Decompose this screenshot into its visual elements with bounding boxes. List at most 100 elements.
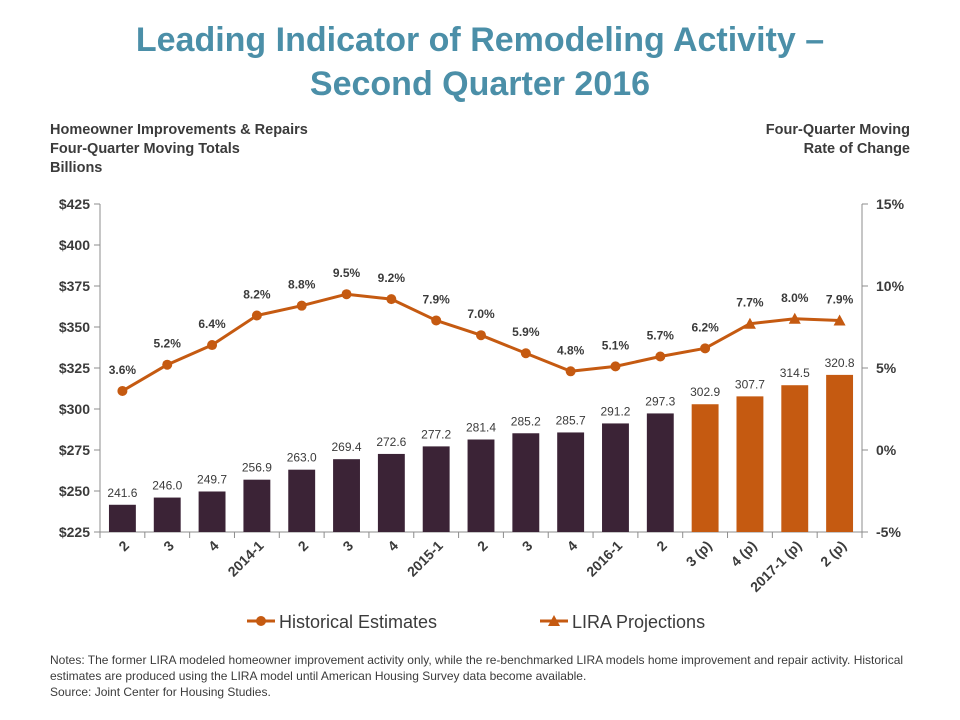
point-value-label: 4.8%: [557, 343, 585, 357]
bar: [198, 491, 226, 532]
x-tick-label: 4: [384, 537, 401, 554]
y-tick-label: $400: [59, 237, 90, 253]
bar: [243, 479, 271, 532]
legend-label: LIRA Projections: [572, 612, 705, 632]
bar: [602, 423, 629, 532]
bar-value-label: 263.0: [287, 451, 317, 465]
y-tick-label: $425: [59, 196, 90, 212]
x-tick-label: 2015-1: [404, 537, 446, 579]
x-tick-label: 4 (p): [727, 537, 759, 569]
bar-value-label: 269.4: [332, 440, 362, 454]
bar-value-label: 297.3: [645, 394, 675, 408]
point: [833, 314, 846, 326]
point-value-label: 9.2%: [378, 271, 406, 285]
point-value-label: 5.1%: [602, 338, 630, 352]
point: [655, 351, 666, 362]
x-tick-label-group: 2015-1: [404, 537, 446, 579]
point-value-label: 5.7%: [647, 329, 675, 343]
line-series: [121, 292, 706, 393]
x-tick-label-group: 3: [339, 537, 356, 554]
x-tick-label-group: 3 (p): [683, 537, 715, 569]
x-tick-label-group: 2 (p): [817, 537, 849, 569]
x-tick-label: 4: [564, 537, 581, 554]
bar: [153, 497, 181, 532]
bar-value-label: 285.2: [511, 414, 541, 428]
y-axis-label: Homeowner Improvements & Repairs Four-Qu…: [50, 121, 308, 178]
x-tick-label: 2: [295, 537, 312, 554]
x-tick-label-group: 4: [205, 537, 222, 554]
bar: [377, 453, 405, 532]
x-tick-label-group: 2: [653, 537, 670, 554]
bar-value-label: 291.2: [600, 404, 630, 418]
y2-axis-label: Four-Quarter Moving Rate of Change: [766, 121, 910, 159]
bar-value-label: 272.6: [376, 435, 406, 449]
point-value-label: 9.5%: [333, 266, 361, 280]
legend-marker: [548, 615, 560, 626]
bar: [333, 459, 360, 532]
y2-tick-label: 15%: [876, 196, 905, 212]
point: [520, 348, 531, 359]
point-value-label: 5.9%: [512, 325, 540, 339]
y-tick-label: $350: [59, 319, 90, 335]
x-tick-label-group: 2014-1: [224, 537, 266, 579]
y-axis-label-line: Four-Quarter Moving Totals: [50, 141, 240, 157]
bar: [691, 404, 719, 532]
x-tick-label-group: 4: [564, 537, 581, 554]
y2-tick-label: 5%: [876, 360, 897, 376]
x-tick-label: 2: [474, 537, 491, 554]
point: [341, 289, 352, 300]
line-series: [704, 317, 840, 350]
point: [117, 385, 128, 396]
x-tick-label-group: 2: [474, 537, 491, 554]
point: [476, 330, 486, 341]
y2-axis-label-line: Four-Quarter Moving: [765, 122, 910, 138]
point-value-label: 6.4%: [198, 317, 226, 331]
point: [743, 317, 756, 329]
bar: [557, 432, 585, 532]
x-tick-label: 3 (p): [683, 537, 715, 569]
x-tick-label: 2: [653, 537, 670, 554]
y2-axis-label-line: Rate of Change: [803, 141, 910, 157]
point-value-label: 7.7%: [736, 296, 764, 310]
bar: [826, 374, 854, 532]
y-axis-label-line: Homeowner Improvements & Repairs: [50, 122, 308, 138]
x-tick-label: 4: [205, 537, 222, 554]
bar: [736, 396, 764, 532]
x-tick-label: 3: [519, 537, 536, 554]
chart-title: Leading Indicator of Remodeling Activity…: [135, 21, 825, 103]
point-value-label: 7.0%: [467, 307, 495, 321]
point-value-label: 6.2%: [691, 320, 719, 334]
bar: [646, 413, 674, 532]
point-value-label: 8.2%: [243, 288, 271, 302]
y-axis-label-line: Billions: [50, 160, 103, 176]
source-text: Source: Joint Center for Housing Studies…: [50, 685, 271, 699]
x-tick-label: 2014-1: [224, 537, 266, 579]
x-tick-label: 3: [339, 537, 356, 554]
point-value-label: 7.9%: [826, 292, 854, 306]
bar-value-label: 281.4: [466, 421, 496, 435]
point: [431, 315, 442, 326]
point-value-label: 8.0%: [781, 291, 809, 305]
bar-value-label: 256.9: [242, 461, 272, 475]
bar-value-label: 246.0: [152, 479, 182, 493]
y2-tick-label: 10%: [876, 278, 905, 294]
bar: [467, 439, 495, 532]
point: [610, 361, 621, 372]
y-tick-label: $325: [59, 360, 90, 376]
bar-value-label: 277.2: [421, 427, 451, 441]
bar: [108, 504, 136, 532]
bar-value-label: 241.6: [107, 486, 137, 500]
bar: [512, 433, 540, 532]
y-tick-label: $275: [59, 442, 90, 458]
y-tick-label: $375: [59, 278, 90, 294]
x-tick-label-group: 3: [160, 537, 177, 554]
point-value-label: 7.9%: [422, 292, 450, 306]
bar-value-label: 302.9: [690, 385, 720, 399]
point: [162, 359, 173, 370]
point: [386, 294, 397, 305]
bar: [422, 446, 450, 532]
bar-value-label: 320.8: [825, 356, 855, 370]
point: [296, 300, 307, 311]
legend-label: Historical Estimates: [279, 612, 437, 632]
bar-value-label: 285.7: [556, 413, 586, 427]
